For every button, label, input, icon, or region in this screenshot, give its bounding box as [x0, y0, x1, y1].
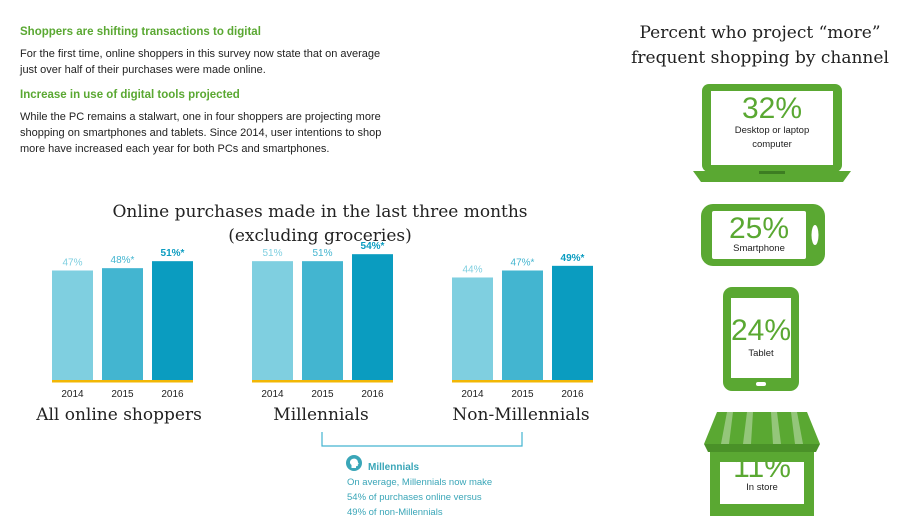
- heading-digital-tools: Increase in use of digital tools project…: [20, 89, 240, 101]
- caption-line: computer: [752, 139, 792, 150]
- data-label-non-millennials-2015: 47%*: [511, 257, 535, 268]
- paragraph-line: just over half of their purchases were m…: [20, 64, 266, 76]
- baseline-millennials: [252, 380, 393, 383]
- data-label-all-2015: 48%*: [111, 255, 135, 266]
- data-label-non-millennials-2016: 49%*: [561, 253, 585, 264]
- bar-millennials-2014: [252, 261, 293, 380]
- baseline-non-millennials: [452, 380, 593, 383]
- laptop-caption: Desktop or laptop computer: [711, 124, 833, 152]
- paragraph-digital-shift: For the first time, online shoppers in t…: [20, 46, 380, 78]
- bar-millennials-2015: [302, 261, 343, 380]
- chart-title: Online purchases made in the last three …: [100, 200, 540, 248]
- tick-label-all-2016: 2016: [161, 389, 184, 400]
- tick-label-non-millennials-2016: 2016: [561, 389, 584, 400]
- baseline-all: [52, 380, 193, 383]
- data-label-all-2016: 51%*: [161, 248, 185, 259]
- group-bracket: [321, 432, 523, 447]
- laptop-icon: [693, 84, 851, 182]
- paragraph-line: more have increased each year for both P…: [20, 143, 330, 155]
- chart-title-line: Online purchases made in the last three …: [112, 202, 528, 222]
- note-heading: Millennials: [368, 462, 420, 473]
- note-line: On average, Millennials now make: [347, 477, 493, 488]
- smartphone-icon: [701, 204, 825, 266]
- group-label-millennials: Millennials: [273, 405, 369, 425]
- note-line: 54% of purchases online versus: [347, 492, 482, 503]
- bar-non-millennials-2015: [502, 270, 543, 380]
- heading-digital-shift: Shoppers are shifting transactions to di…: [20, 26, 261, 38]
- smartphone-caption: Smartphone: [733, 243, 785, 254]
- tablet-icon: [723, 287, 799, 391]
- group-label-all: All online shoppers: [36, 405, 202, 425]
- bar-non-millennials-2016: [552, 265, 593, 380]
- tick-label-non-millennials-2014: 2014: [461, 389, 484, 400]
- data-label-all-2014: 47%: [62, 257, 82, 268]
- tick-label-millennials-2014: 2014: [261, 389, 284, 400]
- bar-all-2016: [152, 261, 193, 380]
- paragraph-digital-tools: While the PC remains a stalwart, one in …: [20, 109, 381, 157]
- channels-title-line: Percent who project “more”: [639, 23, 881, 43]
- bar-millennials-2016: [352, 254, 393, 380]
- smartphone-percent: 25%: [728, 212, 790, 245]
- tick-label-all-2014: 2014: [61, 389, 84, 400]
- store-percent: 11%: [733, 451, 791, 484]
- tick-label-non-millennials-2015: 2015: [511, 389, 534, 400]
- store-caption: In store: [746, 482, 778, 493]
- note-text: On average, Millennials now make 54% of …: [347, 475, 492, 520]
- tablet-percent: 24%: [730, 314, 792, 347]
- bar-non-millennials-2014: [452, 277, 493, 380]
- data-label-millennials-2016: 54%*: [361, 241, 385, 252]
- tablet-caption: Tablet: [748, 348, 774, 359]
- laptop-percent: 32%: [741, 92, 803, 125]
- paragraph-line: shopping on smartphones and tablets. Sin…: [20, 127, 382, 139]
- channels-title: Percent who project “more” frequent shop…: [610, 21, 910, 71]
- data-label-non-millennials-2014: 44%: [462, 264, 482, 275]
- store-icon: [704, 412, 820, 516]
- data-label-millennials-2015: 51%: [312, 248, 332, 259]
- bar-all-2015: [102, 268, 143, 380]
- channels-title-line: frequent shopping by channel: [631, 48, 889, 68]
- tick-label-millennials-2015: 2015: [311, 389, 334, 400]
- caption-line: Desktop or laptop: [734, 125, 810, 136]
- paragraph-line: While the PC remains a stalwart, one in …: [20, 111, 381, 123]
- bar-chart: 47% 2014 48%* 2015 51%* 2016 51% 2014 51% 2015 54%…: [52, 241, 593, 400]
- note-line: 49% of non-Millennials: [347, 507, 443, 518]
- chart-title-line: (excluding groceries): [228, 226, 412, 246]
- bar-all-2014: [52, 270, 93, 380]
- group-label-non-millennials: Non-Millennials: [452, 405, 590, 425]
- tick-label-millennials-2016: 2016: [361, 389, 384, 400]
- paragraph-line: For the first time, online shoppers in t…: [20, 48, 381, 60]
- tick-label-all-2015: 2015: [111, 389, 134, 400]
- head-silhouette-icon: [346, 455, 362, 471]
- data-label-millennials-2014: 51%: [262, 248, 282, 259]
